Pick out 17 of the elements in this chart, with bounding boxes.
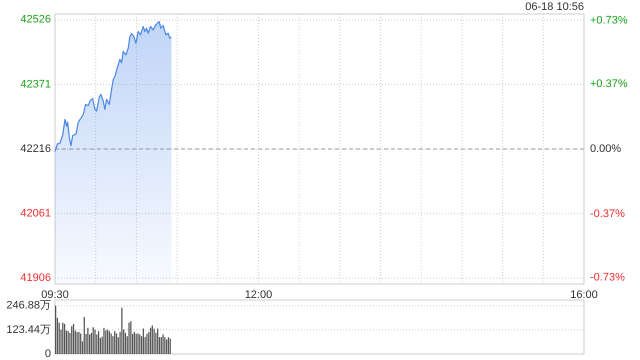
y-tick-label: 42216 bbox=[20, 142, 51, 155]
y-tick-label: 0 bbox=[44, 348, 51, 360]
y2-tick-label: -0.73% bbox=[590, 271, 626, 284]
x-tick-label: 09:30 bbox=[41, 288, 69, 301]
y2-tick-label: -0.37% bbox=[590, 208, 626, 220]
text: 06-18 10:56 bbox=[525, 0, 584, 13]
y2-tick-label: +0.37% bbox=[590, 78, 628, 90]
y-tick-label: 42061 bbox=[20, 207, 51, 220]
x-tick-label: 12:00 bbox=[244, 288, 272, 301]
y-tick-label: 42371 bbox=[20, 78, 51, 90]
y-tick-label: 41906 bbox=[20, 272, 51, 284]
x-tick-label: 16:00 bbox=[570, 288, 598, 301]
y-tick-label: 246.88万 bbox=[6, 300, 51, 312]
y2-tick-label: 0.00% bbox=[590, 142, 622, 155]
y-tick-label: 42526 bbox=[20, 14, 51, 26]
y2-tick-label: +0.73% bbox=[590, 14, 628, 26]
y-tick-label: 123.44万 bbox=[6, 324, 51, 336]
